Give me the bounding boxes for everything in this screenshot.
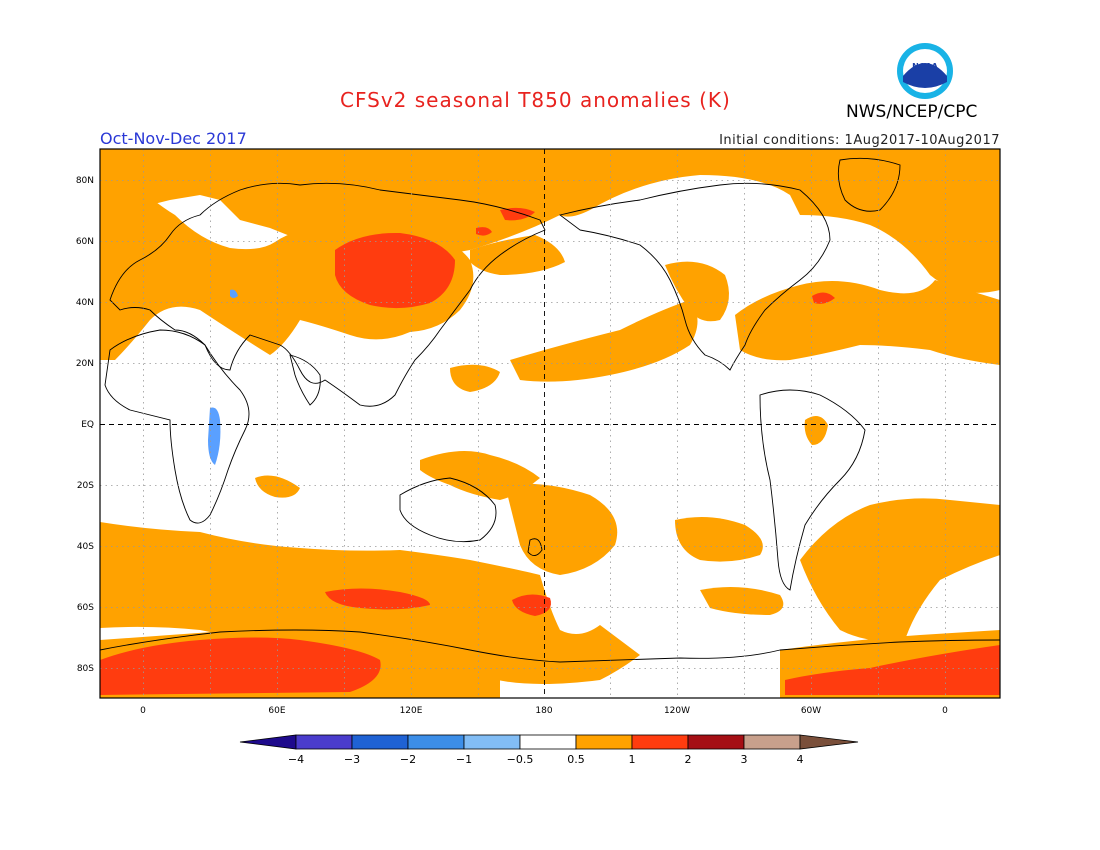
colorbar-segment [575,734,633,750]
colorbar-label: −4 [288,753,304,766]
lat-label: 40N [76,298,94,308]
colorbar-segment [743,734,801,750]
lon-axis: 0 60E 120E 180 120W 60W 0 [140,706,948,716]
colorbar-label: 4 [797,753,804,766]
colorbar-label: −2 [400,753,416,766]
lon-label: 0 [942,706,948,716]
anomaly-region-subtrop-pacific [510,300,698,382]
strong-anomaly-southern-2 [512,594,551,616]
lat-label: 80N [76,176,94,186]
strong-anomaly-atlantic [812,292,835,304]
strong-anomaly-antarctic-east [785,645,1000,695]
anomaly-region-nepacific [665,261,729,322]
coastline-north-america [558,182,831,371]
coastline-greenland [837,157,901,212]
colorbar-label: 2 [685,753,692,766]
lat-label: 60S [77,603,94,613]
colorbar-segment [295,734,353,750]
lat-label: 40S [77,542,94,552]
colorbar-labels: −4 −3 −2 −1 −0.5 0.5 1 2 3 4 [288,753,804,766]
anomaly-region-spacific-2 [675,516,763,562]
anomaly-region-indian [255,475,300,498]
initial-conditions-label: Initial conditions: 1Aug2017-10Aug2017 [719,133,1000,148]
colorbar [239,734,859,750]
coastline-south-america [759,389,866,591]
anomaly-region-natlantic [735,280,1000,365]
coastline-australia [399,477,497,543]
noaa-logo: NOAA [897,43,953,99]
colorbar-label: 0.5 [567,753,585,766]
colorbar-label: −1 [456,753,472,766]
cool-anomaly-regions [208,289,238,465]
lon-label: 180 [535,706,552,716]
colorbar-segment [407,734,465,750]
strong-anomaly-kamchatka [476,227,492,236]
anomaly-region-npacific [470,235,565,275]
colorbar-label: −0.5 [507,753,534,766]
lat-label: 60N [76,237,94,247]
anomaly-region-satlantic [800,498,1000,642]
anomaly-region-europe [100,150,320,360]
season-label: Oct-Nov-Dec 2017 [100,129,247,148]
lon-label: 0 [140,706,146,716]
strong-anomaly-southern-1 [325,588,430,610]
map-plot-area [100,149,1000,698]
strong-anomaly-antarctic-west [100,637,381,695]
agency-label: NWS/NCEP/CPC [846,102,978,122]
anomaly-region-spacific-3 [700,586,784,615]
lat-label: EQ [81,420,94,430]
colorbar-segment [799,734,859,750]
colorbar-label: 3 [741,753,748,766]
anomaly-region-arctic-east [560,149,1000,293]
anomaly-region-spacific [505,483,618,575]
coastline-antarctica [100,629,1000,663]
lon-label: 60W [801,706,821,716]
colorbar-segment [519,734,577,750]
colorbar-label: −3 [344,753,360,766]
lon-label: 120E [400,706,423,716]
anomaly-region-arctic [100,149,560,254]
colorbar-segment [463,734,521,750]
lat-lon-grid [100,149,1000,698]
coastline-newzealand [527,538,543,556]
anomaly-region-hawaii [450,364,500,392]
coastline-india [289,354,321,406]
map-frame [99,148,1001,699]
colorbar-segment [239,734,297,750]
coastline-africa [104,329,250,524]
lat-label: 80S [77,664,94,674]
coastlines [100,157,1000,663]
colorbar-label: 1 [629,753,636,766]
coastline-eurasia [109,182,546,407]
lat-axis: 80N 60N 40N 20N EQ 20S 40S 60S 80S [76,176,94,674]
lon-label: 120W [664,706,690,716]
colorbar-segment [351,734,409,750]
lat-label: 20N [76,359,94,369]
strong-anomaly-arctic-siberia [500,207,535,221]
colorbar-segment [631,734,689,750]
map-title: CFSv2 seasonal T850 anomalies (K) [340,88,731,112]
noaa-logo-text: NOAA [912,62,938,71]
colorbar-segment [687,734,745,750]
noaa-logo-bird [903,63,947,88]
reference-lines [100,149,1000,698]
cool-anomaly-africa [208,407,221,465]
lat-label: 20S [77,481,94,491]
lon-label: 60E [268,706,285,716]
strong-anomaly-regions [100,207,1000,695]
cool-anomaly-caspian [230,289,238,298]
strong-anomaly-siberia [335,232,455,309]
anomaly-region-amazon [804,416,828,445]
